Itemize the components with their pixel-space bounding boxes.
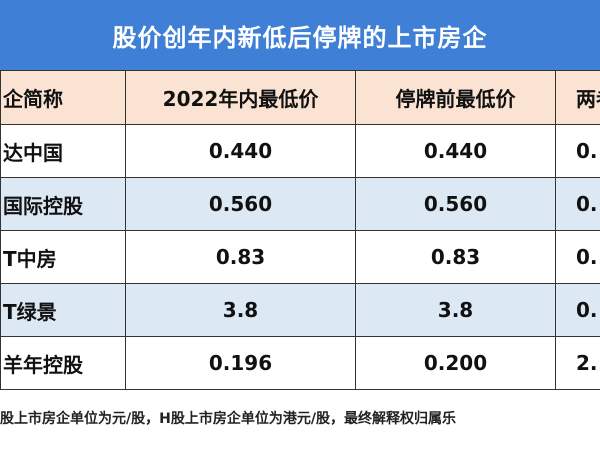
- cell: T绿景: [0, 283, 126, 337]
- cell: T中房: [0, 230, 126, 284]
- cell: 0.440: [125, 124, 356, 178]
- cell: 0.83: [355, 230, 556, 284]
- cell: 0.560: [125, 177, 356, 231]
- row: T绿景 3.8 3.8 0.: [0, 283, 600, 337]
- title: 股价创年内新低后停牌的上市房企: [0, 0, 600, 70]
- row: 国际控股 0.560 0.560 0.: [0, 177, 600, 231]
- cell: 3.8: [125, 283, 356, 337]
- header-cell: 两者: [555, 70, 600, 125]
- cell: 3.8: [355, 283, 556, 337]
- cell: 0.196: [125, 336, 356, 390]
- row: 羊年控股 0.196 0.200 2.: [0, 336, 600, 390]
- header-cell: 停牌前最低价: [355, 70, 556, 125]
- row: 达中国 0.440 0.440 0.: [0, 124, 600, 178]
- table: 企简称2022年内最低价停牌前最低价两者达中国0.4400.4400.国际控股0…: [0, 70, 600, 390]
- footnote: 股上市房企单位为元/股，H股上市房企单位为港元/股，最终解释权归属乐: [0, 411, 456, 427]
- cell: 0.: [555, 177, 600, 231]
- cell: 0.: [555, 124, 600, 178]
- cell: 0.440: [355, 124, 556, 178]
- cell: 达中国: [0, 124, 126, 178]
- row: T中房 0.83 0.83 0.: [0, 230, 600, 284]
- cell: 0.560: [355, 177, 556, 231]
- header-cell: 企简称: [0, 70, 126, 125]
- cell: 羊年控股: [0, 336, 126, 390]
- cell: 国际控股: [0, 177, 126, 231]
- cell: 0.200: [355, 336, 556, 390]
- cell: 2.: [555, 336, 600, 390]
- cell: 0.83: [125, 230, 356, 284]
- header-row: 企简称2022年内最低价停牌前最低价两者: [0, 70, 600, 125]
- cell: 0.: [555, 283, 600, 337]
- header-cell: 2022年内最低价: [125, 70, 356, 125]
- cell: 0.: [555, 230, 600, 284]
